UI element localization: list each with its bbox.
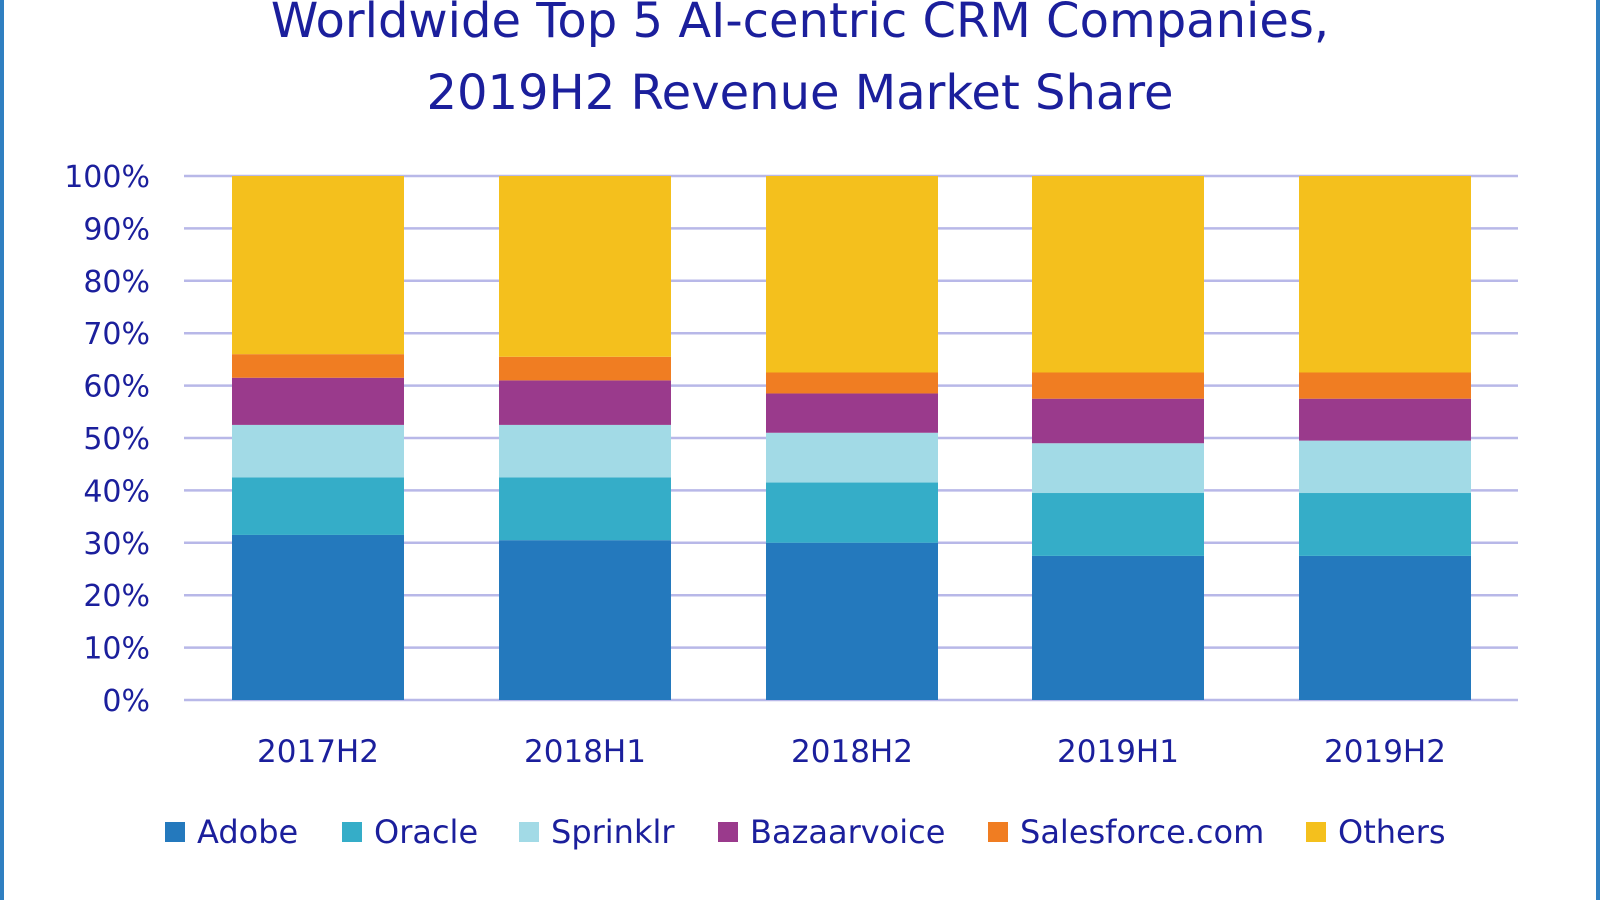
x-category-label: 2019H2 — [1324, 734, 1446, 770]
bar-segment-others-2019h2 — [1299, 176, 1471, 373]
x-category-label: 2018H1 — [524, 734, 646, 770]
y-tick-label: 70% — [83, 317, 150, 352]
y-tick-label: 30% — [83, 527, 150, 562]
y-tick-label: 10% — [83, 632, 150, 667]
legend-item-bazaarvoice: Bazaarvoice — [718, 808, 945, 856]
bar-segment-oracle-2017h2 — [232, 477, 404, 535]
bar-segment-oracle-2018h1 — [499, 477, 671, 541]
bar-segment-bazaarvoice-2018h2 — [766, 393, 938, 433]
legend-item-salesforce-com: Salesforce.com — [988, 808, 1264, 856]
chart-title-line-2: 2019H2 Revenue Market Share — [426, 65, 1174, 121]
legend-swatch — [165, 822, 185, 842]
bar-segment-sprinklr-2018h2 — [766, 432, 938, 483]
bar-segment-salesforce-com-2018h1 — [499, 356, 671, 381]
legend-label: Oracle — [374, 813, 479, 851]
chart-title-line-1: Worldwide Top 5 AI-centric CRM Companies… — [270, 0, 1330, 49]
legend-item-others: Others — [1306, 808, 1446, 856]
legend-swatch — [988, 822, 1008, 842]
bar-segment-bazaarvoice-2019h2 — [1299, 398, 1471, 441]
bar-segment-bazaarvoice-2019h1 — [1032, 398, 1204, 444]
legend-item-adobe: Adobe — [165, 808, 298, 856]
y-tick-label: 60% — [83, 370, 150, 405]
legend-swatch — [519, 822, 539, 842]
x-category-label: 2017H2 — [257, 734, 379, 770]
y-tick-label: 90% — [83, 212, 150, 247]
bar-segment-adobe-2018h2 — [766, 542, 938, 700]
bar-segment-adobe-2019h1 — [1032, 555, 1204, 700]
legend-label: Salesforce.com — [1020, 813, 1265, 851]
y-tick-label: 0% — [102, 684, 150, 719]
bar-segment-bazaarvoice-2018h1 — [499, 380, 671, 425]
bar-segment-salesforce-com-2019h1 — [1032, 372, 1204, 399]
legend-label: Others — [1338, 813, 1446, 851]
y-tick-label: 50% — [83, 422, 150, 457]
y-tick-label: 40% — [83, 474, 150, 509]
bar-segment-salesforce-com-2019h2 — [1299, 372, 1471, 399]
bar-segment-sprinklr-2019h1 — [1032, 443, 1204, 494]
legend-label: Bazaarvoice — [750, 813, 946, 851]
bar-segment-sprinklr-2019h2 — [1299, 440, 1471, 494]
legend-label: Adobe — [197, 813, 299, 851]
bar-segment-adobe-2019h2 — [1299, 555, 1471, 700]
y-tick-label: 80% — [83, 265, 150, 300]
bar-segment-oracle-2018h2 — [766, 482, 938, 543]
bar-segment-others-2018h1 — [499, 176, 671, 357]
y-tick-label: 100% — [64, 160, 150, 195]
bar-segment-sprinklr-2018h1 — [499, 424, 671, 478]
bar-segment-adobe-2017h2 — [232, 534, 404, 700]
legend-swatch — [718, 822, 738, 842]
bar-segment-others-2017h2 — [232, 176, 404, 355]
x-category-label: 2019H1 — [1057, 734, 1179, 770]
y-tick-label: 20% — [83, 579, 150, 614]
stacked-bar-chart: 0% 10% 20% 30% 40% 50% 60% 70% 80% 90% 100% 2017H2 2… — [64, 160, 1518, 770]
legend-swatch — [342, 822, 362, 842]
legend-item-oracle: Oracle — [342, 808, 478, 856]
bar-segment-salesforce-com-2018h2 — [766, 372, 938, 394]
bar-segment-others-2019h1 — [1032, 176, 1204, 373]
bar-segment-adobe-2018h1 — [499, 540, 671, 700]
legend-item-sprinklr: Sprinklr — [519, 808, 675, 856]
x-category-label: 2018H2 — [791, 734, 913, 770]
bar-segment-sprinklr-2017h2 — [232, 424, 404, 478]
legend-label: Sprinklr — [551, 813, 675, 851]
bar-segment-others-2018h2 — [766, 176, 938, 373]
bar-segment-salesforce-com-2017h2 — [232, 354, 404, 378]
bar-segment-bazaarvoice-2017h2 — [232, 377, 404, 425]
bar-segment-oracle-2019h1 — [1032, 493, 1204, 556]
legend-swatch — [1306, 822, 1326, 842]
bar-segment-oracle-2019h2 — [1299, 493, 1471, 556]
chart-legend: Adobe Oracle Sprinklr Bazaarvoice Salesforce… — [0, 808, 1600, 858]
